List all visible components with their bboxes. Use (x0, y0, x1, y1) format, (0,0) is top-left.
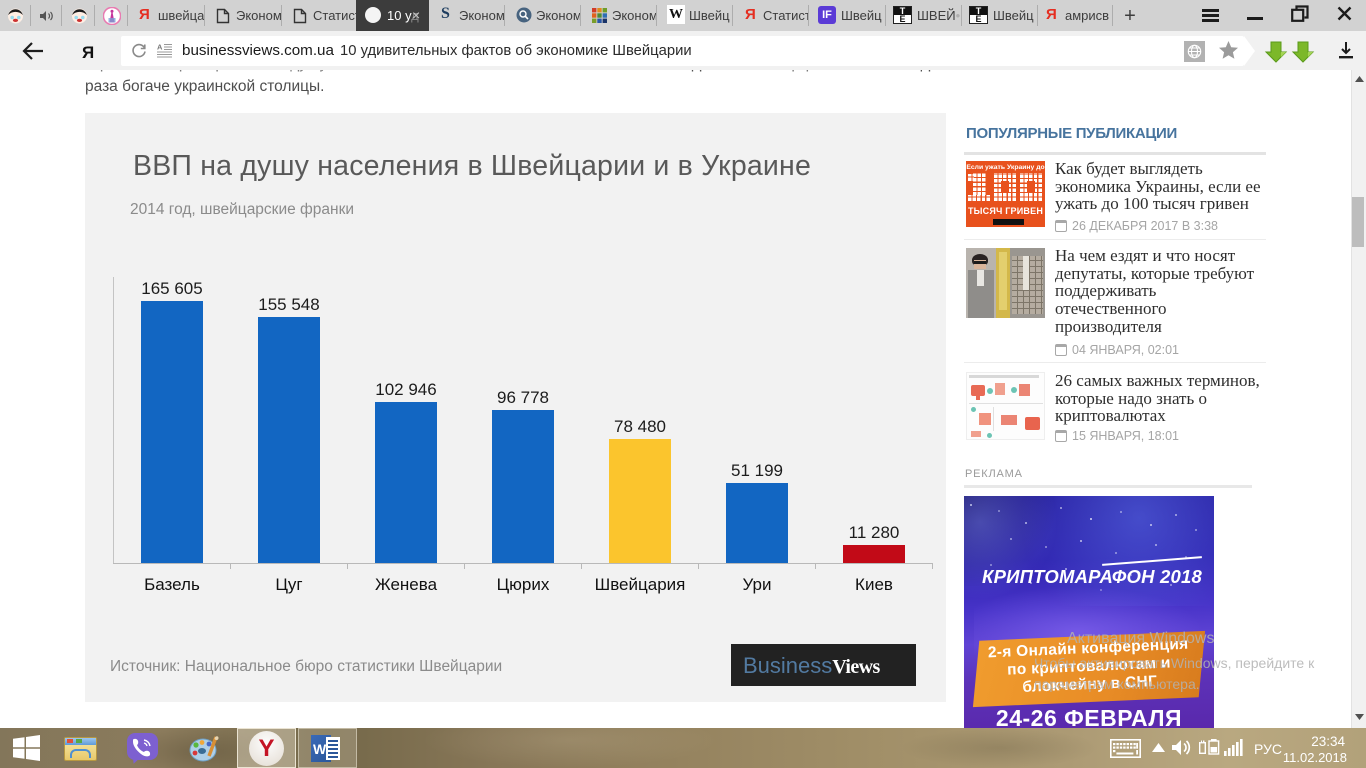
svg-text:A: A (157, 43, 163, 52)
